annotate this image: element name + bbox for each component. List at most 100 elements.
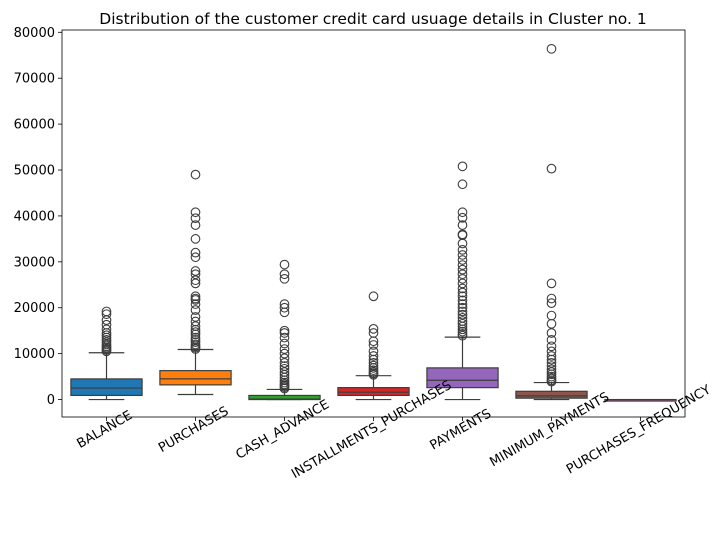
outlier-point xyxy=(546,357,557,368)
outlier-point xyxy=(190,220,201,230)
outlier-point xyxy=(457,329,468,339)
x-tick-label: PAYMENTS xyxy=(427,406,494,453)
box-purchases-frequency xyxy=(604,398,677,402)
outlier-point xyxy=(190,299,201,309)
y-tick-label: 80000 xyxy=(14,26,55,41)
outlier-point xyxy=(457,220,468,230)
outlier-point xyxy=(190,339,201,350)
outlier-point xyxy=(457,161,468,172)
box-purchases xyxy=(159,169,232,396)
outlier-point xyxy=(457,295,468,306)
outlier-point xyxy=(101,306,112,317)
outlier-point xyxy=(546,367,557,377)
box-cash-advance xyxy=(248,259,321,401)
outlier-point xyxy=(190,293,201,304)
outlier-point xyxy=(279,325,290,336)
outlier-point xyxy=(279,273,290,284)
outlier-point xyxy=(457,306,468,317)
box-iqr xyxy=(70,378,143,397)
outlier-point xyxy=(546,298,557,308)
outlier-point xyxy=(190,321,201,331)
outlier-point xyxy=(190,327,201,337)
outlier-point xyxy=(279,377,290,388)
box-payments xyxy=(426,161,499,401)
outlier-point xyxy=(190,247,201,258)
outlier-point xyxy=(101,339,112,350)
outlier-point xyxy=(190,266,201,276)
outlier-point xyxy=(546,163,557,174)
outlier-point xyxy=(546,293,557,304)
outlier-point xyxy=(457,207,468,218)
outlier-point xyxy=(457,309,468,320)
x-tick-label: BALANCE xyxy=(74,408,135,452)
outlier-point xyxy=(546,328,557,338)
outlier-point xyxy=(368,360,379,371)
outlier-point xyxy=(279,367,290,377)
outlier-point xyxy=(279,363,290,374)
outlier-point xyxy=(190,312,201,322)
outlier-point xyxy=(546,341,557,352)
outlier-point xyxy=(457,273,468,284)
outlier-point xyxy=(457,318,468,329)
outlier-point xyxy=(546,318,557,329)
outlier-point xyxy=(546,371,557,382)
box-installments-purchases xyxy=(337,291,410,401)
box-iqr xyxy=(515,390,588,399)
outlier-point xyxy=(279,353,290,364)
y-tick-label: 70000 xyxy=(14,72,55,87)
y-tick-label: 0 xyxy=(47,393,55,408)
outlier-point xyxy=(279,338,290,349)
outlier-point xyxy=(279,259,290,270)
outlier-point xyxy=(457,260,468,270)
outlier-point xyxy=(279,302,290,313)
outlier-point xyxy=(457,264,468,275)
outlier-point xyxy=(368,291,379,302)
outlier-point xyxy=(190,278,201,289)
outlier-point xyxy=(457,278,468,289)
outlier-point xyxy=(190,332,201,343)
outlier-point xyxy=(368,324,379,334)
outlier-point xyxy=(368,351,379,361)
outlier-point xyxy=(457,179,468,190)
outlier-point xyxy=(279,361,290,371)
x-tick-label: PURCHASES xyxy=(156,404,231,456)
outlier-point xyxy=(457,326,468,337)
outlier-point xyxy=(546,335,557,345)
outlier-point xyxy=(457,269,468,280)
outlier-point xyxy=(368,328,379,338)
outlier-point xyxy=(101,324,112,335)
outlier-point xyxy=(457,245,468,255)
outlier-point xyxy=(368,357,379,368)
outlier-point xyxy=(457,250,468,260)
y-axis: 0 10000 20000 30000 40000 50000 60000 70000 8000… xyxy=(14,26,62,408)
outlier-point xyxy=(279,348,290,359)
outlier-point xyxy=(190,305,201,315)
outlier-point xyxy=(457,238,468,249)
outlier-point xyxy=(190,234,201,244)
outlier-point xyxy=(457,287,468,298)
outlier-point xyxy=(457,212,468,223)
outlier-point xyxy=(190,335,201,345)
box-balance xyxy=(70,306,143,401)
outlier-point xyxy=(190,207,201,218)
outlier-point xyxy=(546,310,557,321)
outlier-point xyxy=(279,299,290,309)
y-tick-label: 10000 xyxy=(14,347,55,362)
outlier-point xyxy=(101,330,112,341)
outlier-point xyxy=(190,213,201,224)
box-minimum-payments xyxy=(515,43,588,401)
plot-area-frame xyxy=(61,29,686,418)
outlier-point xyxy=(546,278,557,289)
outlier-point xyxy=(457,299,468,309)
outlier-point xyxy=(457,312,468,323)
outlier-point xyxy=(279,269,290,280)
outlier-point xyxy=(546,346,557,357)
outlier-point xyxy=(279,332,290,343)
y-tick-label: 60000 xyxy=(14,118,55,133)
chart-title: Distribution of the customer credit card… xyxy=(99,10,646,28)
outlier-point xyxy=(190,316,201,327)
outlier-point xyxy=(546,361,557,371)
outlier-point xyxy=(546,364,557,375)
box-series xyxy=(70,43,677,402)
